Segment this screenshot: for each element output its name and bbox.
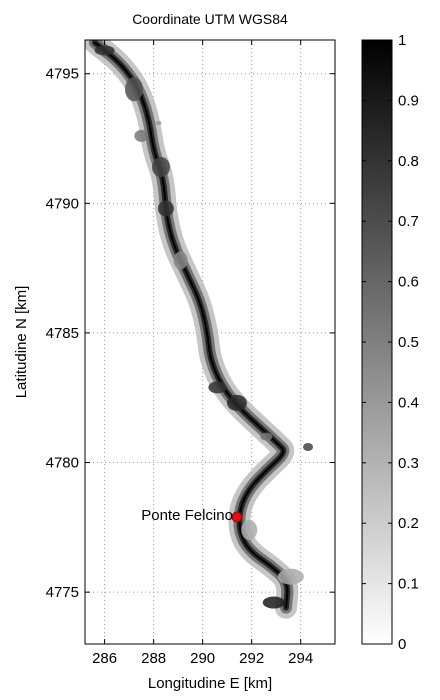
flood-patch xyxy=(94,45,115,56)
markers-layer: Ponte Felcino xyxy=(141,507,243,524)
flood-patch xyxy=(155,120,162,125)
colorbar-tick-label: 0.2 xyxy=(398,515,419,532)
colorbar-tick-label: 0.6 xyxy=(398,274,419,291)
flood-patch xyxy=(226,394,247,411)
flood-patches xyxy=(94,45,314,609)
flood-layer xyxy=(85,40,314,619)
flood-patch xyxy=(134,129,149,142)
flood-patch xyxy=(303,442,314,451)
x-tick-label: 292 xyxy=(239,650,264,667)
colorbar-tick-label: 0.1 xyxy=(398,576,419,593)
flood-patch xyxy=(262,596,285,609)
x-axis-ticks: 286 288 290 292 294 xyxy=(92,40,313,667)
colorbar xyxy=(361,39,393,645)
flood-patch xyxy=(157,200,174,217)
colorbar-tick-label: 0.4 xyxy=(398,394,419,411)
colorbar-tick-label: 0.9 xyxy=(398,92,419,109)
colorbar-tick-label: 0.3 xyxy=(398,455,419,472)
y-tick-label: 4790 xyxy=(46,195,79,212)
colorbar-tick-label: 1 xyxy=(398,32,406,49)
y-tick-label: 4780 xyxy=(46,455,79,472)
y-axis-ticks: 4775 4780 4785 4790 4795 xyxy=(46,66,335,601)
flood-patch xyxy=(125,77,144,102)
x-tick-label: 294 xyxy=(288,650,313,667)
colorbar-tick-label: 0.8 xyxy=(398,153,419,170)
flood-patch xyxy=(208,381,227,394)
ponte-felcino-marker xyxy=(231,511,243,523)
x-tick-label: 290 xyxy=(190,650,215,667)
x-tick-label: 288 xyxy=(141,650,166,667)
y-tick-label: 4795 xyxy=(46,66,79,83)
colorbar-tick-label: 0.5 xyxy=(398,334,419,351)
flood-patch xyxy=(241,519,258,540)
colorbar-ticks: 0 0.1 0.2 0.3 0.4 0.5 0.6 0.7 0.8 0.9 1 xyxy=(362,32,419,653)
y-tick-label: 4785 xyxy=(46,325,79,342)
flood-patch xyxy=(277,568,304,585)
x-tick-label: 286 xyxy=(92,650,117,667)
flood-patch xyxy=(151,157,170,178)
x-axis-label: Longitudine E [km] xyxy=(148,675,272,692)
map-plot-frame xyxy=(84,39,336,645)
y-axis-label: Latitudine N [km] xyxy=(13,286,30,399)
flood-patch xyxy=(260,432,273,441)
flood-patch xyxy=(173,251,188,270)
y-tick-label: 4775 xyxy=(46,584,79,601)
map-title: Coordinate UTM WGS84 xyxy=(132,11,288,27)
colorbar-tick-label: 0 xyxy=(398,636,406,653)
colorbar-tick-label: 0.7 xyxy=(398,213,419,230)
ponte-felcino-label: Ponte Felcino xyxy=(141,507,233,524)
river-channel xyxy=(93,41,289,609)
